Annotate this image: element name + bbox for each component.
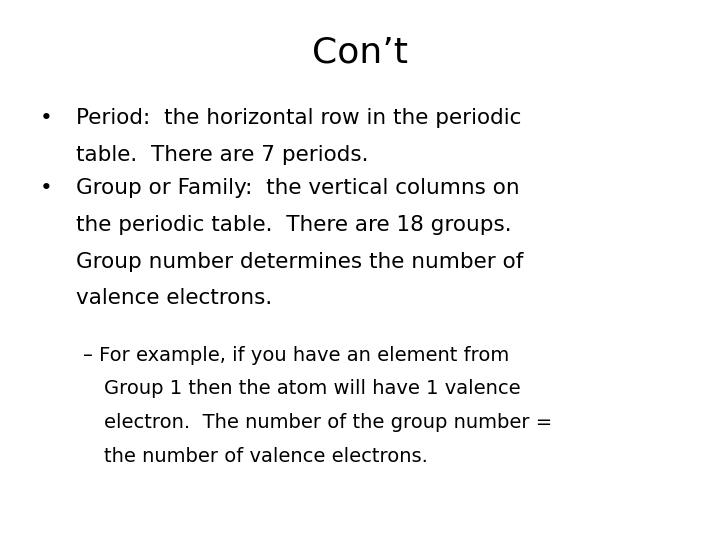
Text: Group 1 then the atom will have 1 valence: Group 1 then the atom will have 1 valenc… — [104, 380, 521, 399]
Text: electron.  The number of the group number =: electron. The number of the group number… — [104, 413, 553, 432]
Text: Group number determines the number of: Group number determines the number of — [76, 252, 523, 272]
Text: valence electrons.: valence electrons. — [76, 288, 272, 308]
Text: table.  There are 7 periods.: table. There are 7 periods. — [76, 145, 368, 165]
Text: •: • — [40, 178, 53, 198]
Text: Period:  the horizontal row in the periodic: Period: the horizontal row in the period… — [76, 108, 521, 128]
Text: Group or Family:  the vertical columns on: Group or Family: the vertical columns on — [76, 178, 519, 198]
Text: – For example, if you have an element from: – For example, if you have an element fr… — [83, 346, 509, 365]
Text: •: • — [40, 108, 53, 128]
Text: the number of valence electrons.: the number of valence electrons. — [104, 447, 428, 466]
Text: Con’t: Con’t — [312, 35, 408, 69]
Text: the periodic table.  There are 18 groups.: the periodic table. There are 18 groups. — [76, 215, 511, 235]
